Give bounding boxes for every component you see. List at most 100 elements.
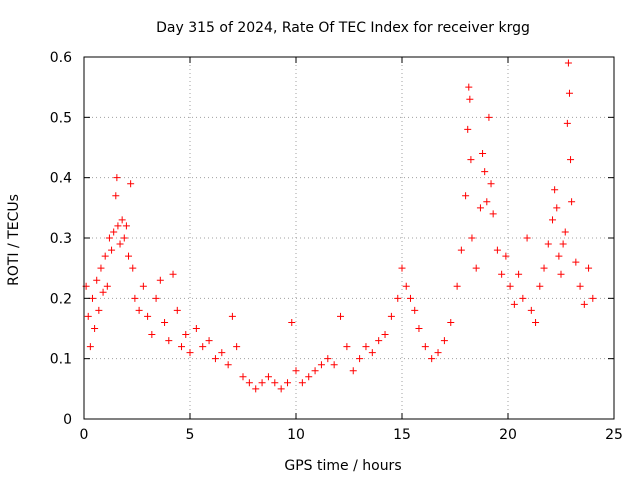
data-point [468,234,476,242]
data-point [88,294,96,302]
data-point [523,234,531,242]
data-point [192,325,200,332]
data-point [564,59,572,67]
data-point [415,325,423,332]
data-point [561,228,569,236]
data-point [483,198,491,206]
data-point [375,337,383,345]
data-point [239,373,247,381]
x-tick-label: 15 [393,427,411,443]
data-point [165,337,173,345]
data-point [572,258,580,266]
data-point [298,379,306,387]
data-point [86,343,94,351]
data-point [394,294,402,302]
data-point [381,331,389,339]
data-point [284,379,292,387]
data-point [479,150,487,158]
data-point [103,282,111,290]
data-point [292,367,300,375]
data-point [288,318,296,326]
data-point [489,210,497,218]
y-tick-label: 0.6 [50,50,72,66]
data-point [112,192,120,200]
data-point [178,343,186,351]
data-point [434,349,442,357]
data-point [387,312,395,320]
data-point [402,282,410,290]
data-point [105,234,113,242]
data-point [567,156,575,164]
data-point [498,270,506,278]
y-axis-label: ROTI / TECUs [6,194,22,286]
x-axis-label: GPS time / hours [284,458,401,474]
data-point [114,222,122,230]
data-point [398,264,406,272]
data-point [182,331,190,339]
data-point [481,168,489,176]
data-point [502,252,510,260]
data-point [343,343,351,351]
data-point [277,385,285,393]
data-point [576,282,584,290]
data-point [356,355,364,363]
data-point [233,343,241,351]
data-point [406,294,414,302]
data-point [568,198,576,206]
data-point [557,270,565,278]
data-point [97,264,105,272]
data-point [186,349,194,357]
data-point [305,373,313,381]
data-point [211,355,219,363]
data-point [122,222,130,230]
data-point [440,337,448,345]
data-point [173,306,181,314]
y-tick-label: 0.1 [50,352,72,368]
data-point [536,282,544,290]
chart-title: Day 315 of 2024, Rate Of TEC Index for r… [156,20,530,36]
data-point [224,361,232,369]
data-point [330,361,338,369]
data-point [368,349,376,357]
data-point [324,355,332,363]
data-point [549,216,557,224]
data-point [476,204,484,212]
data-point [139,282,147,290]
data-point [555,252,563,260]
data-point [125,252,133,260]
data-point [493,246,501,254]
data-point [228,312,236,320]
y-tick-label: 0.4 [50,171,72,187]
data-point [466,95,474,103]
data-point [116,240,124,248]
data-point [264,373,272,381]
data-point [487,180,495,188]
x-tick-label: 25 [605,427,623,443]
data-point [317,361,325,369]
data-point [131,294,139,302]
data-point [462,192,470,200]
data-point [337,312,345,320]
data-point [532,318,540,326]
data-point [464,125,472,133]
data-point [93,276,101,284]
data-point [580,300,588,308]
data-point [169,270,177,278]
data-point [585,264,593,272]
data-point [91,325,99,332]
data-point [99,288,107,296]
data-point [101,252,109,260]
data-point [515,270,523,278]
data-point [252,385,260,393]
y-tick-label: 0.5 [50,110,72,126]
data-point [485,113,493,121]
x-tick-label: 20 [499,427,517,443]
data-point [144,312,152,320]
data-point [135,306,143,314]
data-point [551,186,559,194]
data-point [156,276,164,284]
data-point [311,367,319,375]
data-point [563,119,571,127]
data-point [465,83,473,91]
data-point [349,367,357,375]
